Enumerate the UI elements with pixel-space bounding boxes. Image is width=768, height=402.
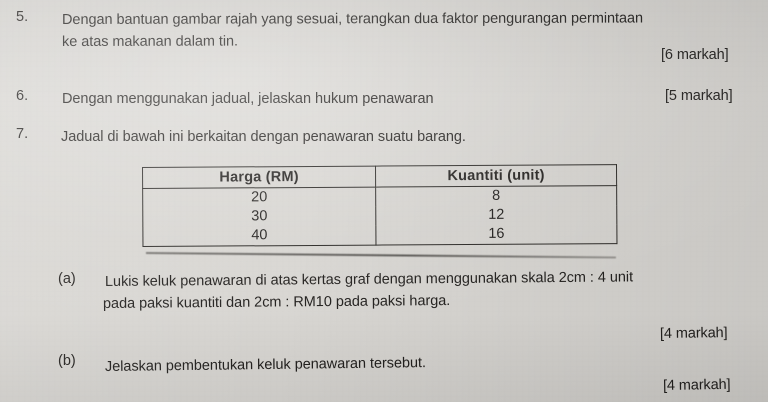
supply-table-wrapper: Harga (RM) Kuantiti (unit) 20 8 30 12 40… bbox=[142, 164, 617, 247]
question-5-text-line-2: ke atas makanan dalam tin. bbox=[61, 33, 239, 50]
question-5-marks: [6 markah] bbox=[661, 47, 729, 63]
part-a-marks: [4 markah] bbox=[659, 325, 728, 342]
supply-table: Harga (RM) Kuantiti (unit) 20 8 30 12 40… bbox=[142, 164, 617, 247]
table-row: 40 16 bbox=[142, 224, 617, 247]
table-cell-price: 40 bbox=[142, 225, 376, 247]
question-5-text-line-1: Dengan bantuan gambar rajah yang sesuai,… bbox=[61, 10, 644, 28]
table-cell-quantity: 8 bbox=[375, 185, 617, 207]
part-b-marks: [4 markah] bbox=[662, 376, 731, 394]
question-6-marks: [5 markah] bbox=[665, 88, 733, 104]
table-header-quantity: Kuantiti (unit) bbox=[375, 164, 617, 188]
question-6-number: 6. bbox=[16, 88, 29, 104]
table-header-price: Harga (RM) bbox=[142, 166, 376, 189]
part-a-text-line-2: pada paksi kuantiti dan 2cm : RM10 pada … bbox=[102, 292, 451, 312]
question-7-number: 7. bbox=[16, 126, 29, 142]
question-6-text-line-1: Dengan menggunakan jadual, jelaskan huku… bbox=[62, 91, 434, 107]
part-a-text-line-1: Lukis keluk penawaran di atas kertas gra… bbox=[104, 269, 634, 290]
page-crease-line bbox=[145, 252, 616, 259]
table-cell-price: 30 bbox=[142, 206, 376, 227]
table-cell-price: 20 bbox=[142, 187, 376, 208]
part-b-label: (b) bbox=[58, 353, 76, 369]
part-b-text-line-1: Jelaskan pembentukan keluk penawaran ter… bbox=[104, 355, 427, 375]
table-cell-quantity: 12 bbox=[375, 205, 617, 226]
part-a-label: (a) bbox=[58, 271, 76, 287]
question-7-text-line-1: Jadual di bawah ini berkaitan dengan pen… bbox=[61, 129, 466, 145]
table-header-row: Harga (RM) Kuantiti (unit) bbox=[142, 164, 617, 189]
question-5-number: 5. bbox=[16, 9, 29, 25]
table-cell-quantity: 16 bbox=[375, 224, 617, 246]
